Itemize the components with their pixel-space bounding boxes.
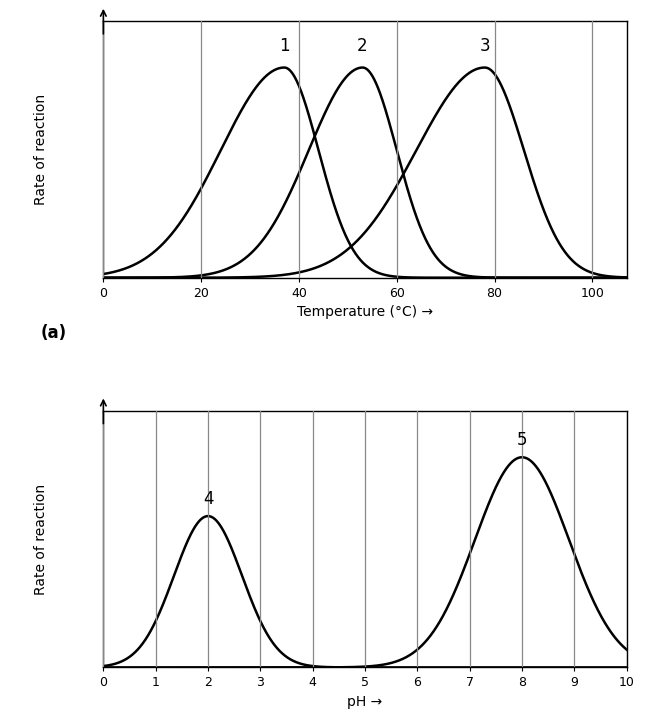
X-axis label: Temperature (°C) →: Temperature (°C) → [297,305,433,320]
Text: Rate of reaction: Rate of reaction [34,484,48,595]
X-axis label: pH →: pH → [348,695,382,709]
Text: 5: 5 [517,431,527,449]
Text: 1: 1 [279,37,289,55]
Text: (a): (a) [41,324,67,342]
Text: 4: 4 [203,490,213,508]
Text: 2: 2 [357,37,368,55]
Text: 3: 3 [479,37,490,55]
Text: Rate of reaction: Rate of reaction [34,94,48,205]
